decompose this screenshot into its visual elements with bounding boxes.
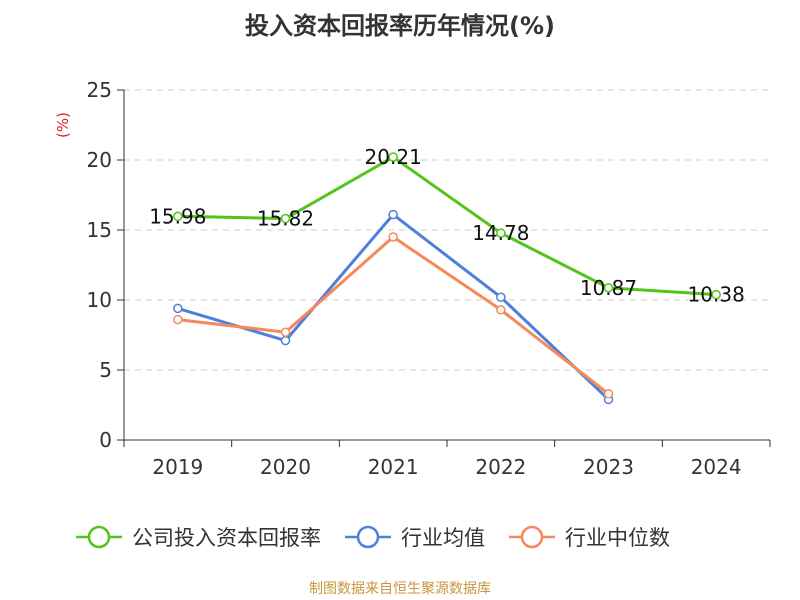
data-point bbox=[496, 292, 506, 302]
legend-label: 行业均值 bbox=[401, 526, 485, 550]
axes: 0 5 10 15 20 25 2019 2020 2021 2022 2023 2024 bbox=[87, 78, 771, 479]
data-point bbox=[496, 305, 506, 315]
series-line-0 bbox=[177, 155, 717, 297]
legend-item-2: 行业中位数 bbox=[509, 525, 670, 550]
legend-marker-icon bbox=[87, 525, 111, 549]
x-tick-label: 2020 bbox=[260, 455, 311, 479]
series-lines bbox=[173, 152, 721, 405]
y-tick-label: 5 bbox=[99, 358, 112, 382]
y-tick-label: 20 bbox=[87, 148, 112, 172]
grid-lines bbox=[124, 89, 770, 371]
data-label: 15.98 bbox=[149, 204, 206, 228]
data-point bbox=[173, 314, 183, 325]
chart-title: 投入资本回报率历年情况(%) bbox=[245, 12, 555, 40]
data-label: 20.21 bbox=[365, 145, 422, 169]
data-point bbox=[711, 289, 721, 300]
data-point bbox=[603, 283, 614, 293]
data-point bbox=[603, 389, 614, 399]
legend-label: 行业中位数 bbox=[565, 526, 670, 550]
legend-marker-icon bbox=[520, 525, 544, 549]
x-tick-label: 2023 bbox=[583, 455, 634, 479]
data-labels: 15.98 15.82 20.21 14.78 10.87 10.38 bbox=[149, 145, 745, 307]
data-source-note: 制图数据来自恒生聚源数据库 bbox=[309, 581, 491, 597]
legend-item-0: 公司投入资本回报率 bbox=[76, 525, 321, 550]
data-point bbox=[496, 228, 506, 238]
data-point bbox=[280, 327, 291, 337]
data-point bbox=[280, 335, 291, 346]
data-point bbox=[388, 232, 398, 242]
legend: 公司投入资本回报率 行业均值 行业中位数 bbox=[76, 525, 670, 550]
y-tick-label: 0 bbox=[99, 428, 112, 452]
data-label: 15.82 bbox=[257, 207, 314, 231]
data-label: 10.38 bbox=[688, 283, 745, 307]
y-tick-label: 15 bbox=[87, 218, 112, 242]
x-tick-label: 2022 bbox=[475, 455, 526, 479]
series-line-1 bbox=[177, 213, 610, 401]
legend-item-1: 行业均值 bbox=[345, 525, 485, 550]
x-tick-label: 2021 bbox=[368, 455, 419, 479]
legend-label: 公司投入资本回报率 bbox=[132, 526, 321, 550]
y-tick-label: 10 bbox=[87, 288, 112, 312]
data-point bbox=[173, 303, 183, 314]
legend-marker-icon bbox=[356, 525, 380, 549]
x-tick-label: 2024 bbox=[691, 455, 742, 479]
data-label: 10.87 bbox=[580, 276, 637, 300]
data-point bbox=[388, 209, 398, 220]
x-tick-label: 2019 bbox=[152, 455, 203, 479]
data-label: 14.78 bbox=[472, 221, 529, 245]
y-axis-label: (%) bbox=[54, 112, 72, 138]
data-point bbox=[173, 211, 183, 222]
data-point bbox=[388, 152, 398, 162]
data-point bbox=[280, 213, 291, 224]
y-tick-label: 25 bbox=[87, 78, 112, 102]
